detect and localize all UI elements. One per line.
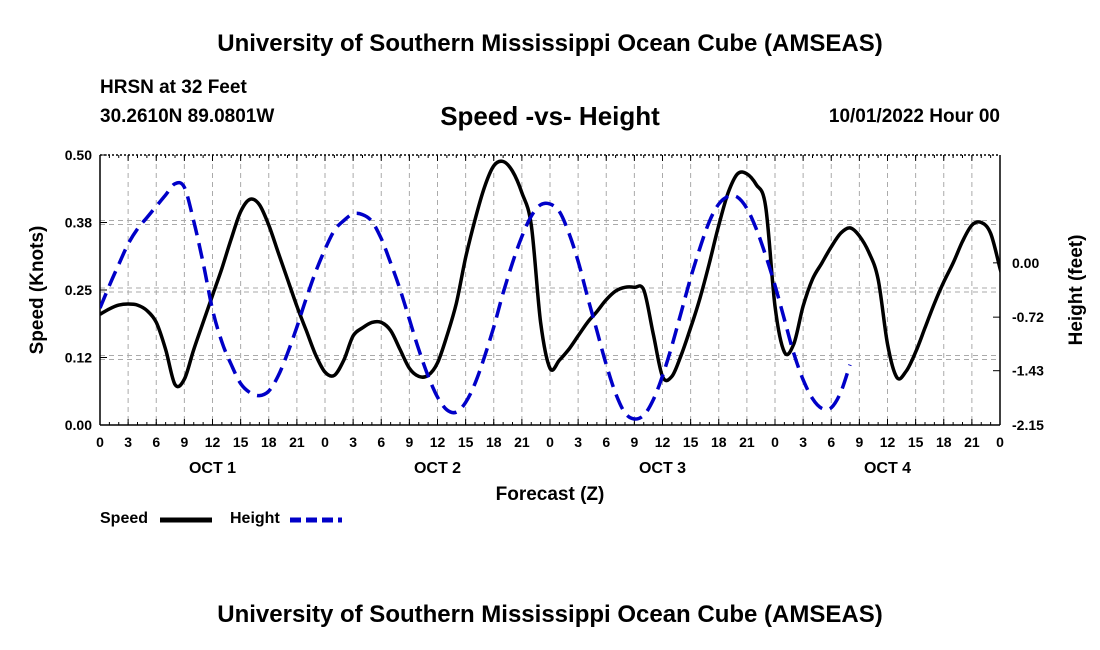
x-tick-label: 15 (908, 434, 924, 450)
y-axis-label-left: Speed (Knots) (27, 226, 48, 355)
legend-speed-label: Speed (100, 510, 149, 527)
day-label: OCT 3 (639, 460, 686, 477)
station-name: HRSN at 32 Feet (100, 77, 247, 98)
y-tick-label-left: 0.50 (65, 147, 92, 163)
x-tick-label: 6 (152, 434, 160, 450)
forecast-datetime: 10/01/2022 Hour 00 (828, 106, 1000, 127)
y-tick-label-right: -1.43 (1012, 363, 1044, 379)
y-tick-label-right: -0.72 (1012, 309, 1044, 325)
y-tick-label-left: 0.25 (65, 282, 92, 298)
x-tick-label: 6 (827, 434, 835, 450)
station-coordinates: 30.2610N 89.0801W (100, 106, 275, 127)
series-line-speed (100, 159, 1000, 389)
x-tick-label: 3 (799, 434, 807, 450)
grid-lines (100, 155, 1000, 425)
x-tick-label: 9 (405, 434, 413, 450)
x-tick-label: 9 (630, 434, 638, 450)
x-tick-label: 18 (486, 434, 502, 450)
x-tick-label: 21 (739, 434, 755, 450)
x-tick-label: 3 (349, 434, 357, 450)
y-tick-label-right: -2.15 (1012, 417, 1044, 433)
chart-axes: 0 3 6 9 12 15 18 21 0 3 6 9 12 15 18 21 0 3 6 9 12 15 18 21 0 3 6 9… (65, 147, 1044, 477)
x-tick-label: 21 (289, 434, 305, 450)
footer-title: University of Southern Mississippi Ocean… (217, 601, 883, 628)
y-tick-label-left: 0.12 (65, 350, 92, 366)
x-tick-label: 6 (377, 434, 385, 450)
x-tick-label: 15 (458, 434, 474, 450)
y-tick-label-left: 0.38 (65, 215, 92, 231)
series-line-height (100, 180, 852, 421)
x-tick-label: 12 (880, 434, 896, 450)
x-axis-label: Forecast (Z) (496, 484, 605, 505)
y-axis-label-right: Height (feet) (1066, 235, 1087, 346)
x-tick-label: 9 (855, 434, 863, 450)
legend-height-label: Height (230, 510, 280, 527)
x-tick-label: 9 (180, 434, 188, 450)
day-label: OCT 2 (414, 460, 461, 477)
x-tick-label: 6 (602, 434, 610, 450)
day-label: OCT 4 (864, 460, 911, 477)
y-tick-label-left: 0.00 (65, 417, 92, 433)
x-tick-label: 21 (964, 434, 980, 450)
x-tick-label: 15 (233, 434, 249, 450)
x-tick-label: 18 (261, 434, 277, 450)
chart-title: Speed -vs- Height (440, 101, 660, 131)
x-tick-label: 3 (574, 434, 582, 450)
x-tick-label: 0 (546, 434, 554, 450)
x-tick-label: 12 (430, 434, 446, 450)
x-tick-label: 0 (771, 434, 779, 450)
x-tick-label: 0 (996, 434, 1004, 450)
x-tick-label: 21 (514, 434, 530, 450)
legend-height-swatch (290, 517, 342, 523)
chart-series (100, 159, 1000, 421)
x-tick-label: 18 (711, 434, 727, 450)
x-tick-label: 12 (205, 434, 221, 450)
x-tick-label: 12 (655, 434, 671, 450)
x-tick-label: 15 (683, 434, 699, 450)
page-title: University of Southern Mississippi Ocean… (217, 30, 883, 57)
y-tick-label-right: 0.00 (1012, 255, 1039, 271)
x-tick-label: 0 (96, 434, 104, 450)
x-tick-label: 3 (124, 434, 132, 450)
legend-speed-swatch (160, 517, 212, 523)
x-tick-label: 18 (936, 434, 952, 450)
day-label: OCT 1 (189, 460, 236, 477)
x-tick-label: 0 (321, 434, 329, 450)
